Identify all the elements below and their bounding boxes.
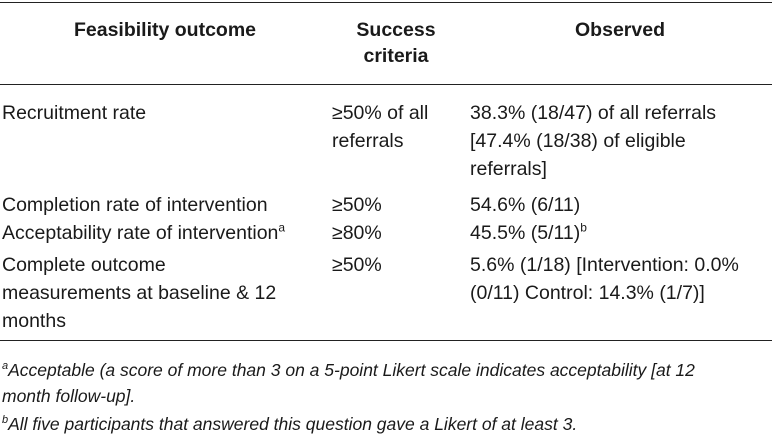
outcome-line: months — [2, 310, 66, 332]
header-success-criteria: Success criteria — [330, 17, 462, 69]
footnote-a-marker: a — [2, 360, 9, 373]
criteria-line: ≥50% — [332, 254, 382, 276]
observed-line: 5.6% (1/18) [Intervention: 0.0% — [470, 254, 739, 276]
table-bottom-rule — [0, 340, 772, 341]
observed-line: 38.3% (18/47) of all referrals — [470, 102, 717, 124]
outcome-text: Completion rate of intervention — [2, 194, 268, 216]
row-acceptability-outcome: Acceptability rate of interventiona — [2, 219, 328, 247]
row-completion-criteria: ≥50% — [332, 191, 464, 219]
row-completion-outcome: Completion rate of intervention — [2, 191, 328, 219]
footnote-marker-b: b — [580, 220, 587, 235]
criteria-line: ≥80% — [332, 222, 382, 244]
observed-line: 54.6% (6/11) — [470, 194, 581, 216]
row-completion-observed: 54.6% (6/11) — [470, 191, 770, 219]
observed-line: 45.5% (5/11) — [470, 222, 581, 244]
criteria-line: referrals — [332, 130, 404, 152]
footnote-b-text: All five participants that answered this… — [8, 414, 578, 434]
outcome-text: Acceptability rate of intervention — [2, 222, 279, 244]
outcome-text: Recruitment rate — [2, 102, 147, 124]
header-feasibility-outcome: Feasibility outcome — [73, 19, 257, 41]
observed-line: (0/11) Control: 14.3% (1/7)] — [470, 282, 705, 304]
row-complete-measurements-observed: 5.6% (1/18) [Intervention: 0.0% (0/11) C… — [470, 251, 770, 307]
header-success-criteria-line1: Success — [356, 19, 436, 41]
row-complete-measurements-outcome: Complete outcome measurements at baselin… — [2, 251, 328, 335]
row-acceptability-criteria: ≥80% — [332, 219, 464, 247]
table-header-rule — [0, 84, 772, 85]
footnote-marker-a: a — [278, 220, 286, 235]
footnote-a-line2: month follow-up]. — [2, 386, 136, 406]
header-success-criteria-line2: criteria — [363, 45, 429, 67]
row-acceptability-observed: 45.5% (5/11)b — [470, 219, 770, 247]
criteria-line: ≥50% — [332, 194, 382, 216]
header-observed: Observed — [575, 19, 665, 41]
footnote-b: bAll five participants that answered thi… — [2, 411, 770, 437]
outcome-line: Complete outcome — [2, 254, 166, 276]
row-recruitment-criteria: ≥50% of all referrals — [332, 99, 464, 155]
observed-line: referrals] — [470, 158, 547, 180]
table-top-rule — [0, 2, 772, 3]
criteria-line: ≥50% of all — [332, 102, 429, 124]
row-recruitment-observed: 38.3% (18/47) of all referrals [47.4% (1… — [470, 99, 770, 183]
row-complete-measurements-criteria: ≥50% — [332, 251, 464, 279]
footnote-b-marker: b — [2, 414, 9, 427]
footnote-a-line1: Acceptable (a score of more than 3 on a … — [8, 360, 695, 380]
observed-line: [47.4% (18/38) of eligible — [470, 130, 686, 152]
outcome-line: measurements at baseline & 12 — [2, 282, 277, 304]
row-recruitment-outcome: Recruitment rate — [2, 99, 328, 127]
footnote-a: aAcceptable (a score of more than 3 on a… — [2, 357, 770, 409]
